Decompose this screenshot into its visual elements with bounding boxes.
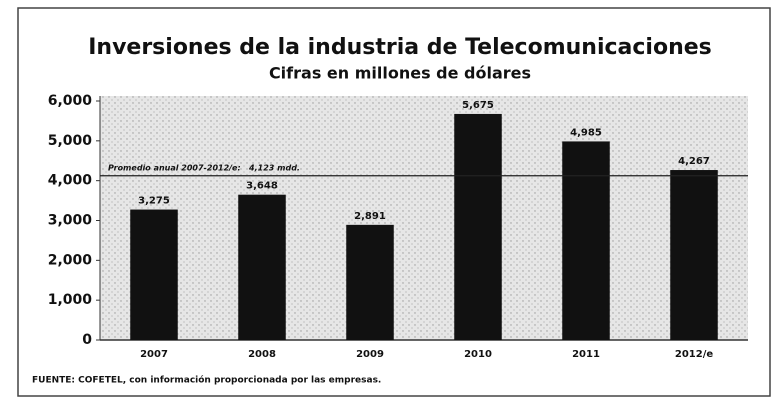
value-label: 4,985 (570, 127, 602, 138)
x-tick-label: 2007 (140, 349, 168, 360)
y-tick-label: 1,000 (48, 292, 93, 308)
y-tick-label: 4,000 (48, 173, 93, 189)
plot-area (100, 96, 748, 340)
y-tick-label: 2,000 (48, 252, 93, 268)
bar (346, 224, 394, 340)
bar (130, 209, 178, 340)
bar (454, 113, 502, 340)
y-tick-label: 0 (82, 332, 92, 348)
value-label: 5,675 (462, 100, 494, 111)
source-note: FUENTE: COFETEL, con información proporc… (32, 375, 381, 386)
y-tick-label: 5,000 (48, 133, 93, 149)
chart-subtitle: Cifras en millones de dólares (269, 64, 531, 83)
value-label: 3,648 (246, 181, 278, 192)
y-tick-label: 6,000 (48, 93, 93, 109)
x-tick-label: 2009 (356, 349, 384, 360)
x-tick-label: 2008 (248, 349, 276, 360)
bar (238, 194, 286, 340)
x-tick-label: 2010 (464, 349, 492, 360)
average-label: Promedio anual 2007-2012/e: 4,123 mdd. (108, 163, 300, 172)
x-tick-label: 2012/e (675, 349, 713, 360)
chart-title: Inversiones de la industria de Telecomun… (88, 35, 712, 60)
value-label: 2,891 (354, 211, 386, 222)
y-tick-label: 3,000 (48, 213, 93, 229)
x-tick-label: 2011 (572, 349, 600, 360)
value-label: 3,275 (138, 196, 170, 207)
bar (670, 170, 718, 340)
bar (562, 141, 610, 340)
value-label: 4,267 (678, 156, 710, 167)
